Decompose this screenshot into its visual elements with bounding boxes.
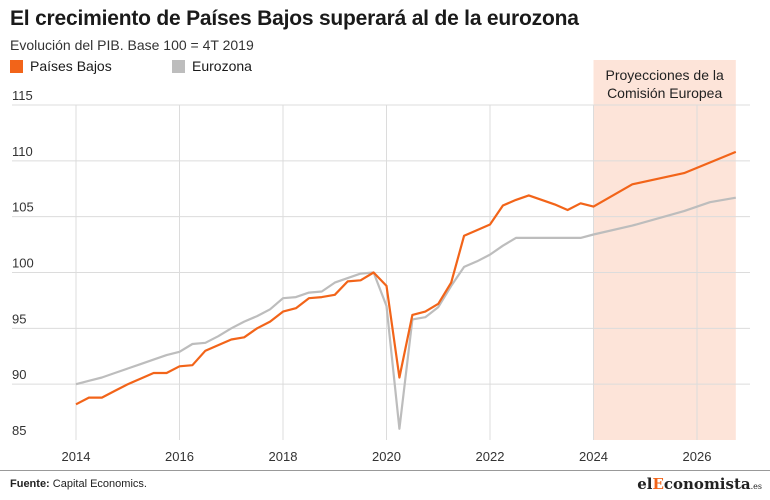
x-tick-label-2016: 2016 <box>165 449 194 464</box>
y-tick-label-110: 110 <box>12 144 33 159</box>
series-line-pa-ses-bajos <box>75 150 737 406</box>
gdp-line-chart: 85 90 95 100 105 110 115 2014 2016 2018 2020 2022 20… <box>12 60 750 464</box>
x-tick-label-2020: 2020 <box>372 449 401 464</box>
chart-subtitle: Evolución del PIB. Base 100 = 4T 2019 <box>10 37 254 53</box>
x-tick-label-2026: 2026 <box>683 449 712 464</box>
legend-label-paises-bajos: Países Bajos <box>30 58 112 74</box>
x-tick-label-2018: 2018 <box>269 449 298 464</box>
brand-suffix: .es <box>750 482 762 491</box>
x-tick-label-2022: 2022 <box>476 449 505 464</box>
legend-item-eurozona: Eurozona <box>172 58 252 74</box>
chart-series <box>75 150 737 430</box>
y-tick-label-100: 100 <box>12 256 34 271</box>
legend-swatch-paises-bajos <box>10 59 23 73</box>
projection-annotation-line2: Comisión Europea <box>607 85 722 101</box>
series-line-eurozona <box>75 196 736 430</box>
y-tick-label-115: 115 <box>12 88 33 103</box>
y-tick-label-85: 85 <box>12 423 26 438</box>
projection-band <box>593 60 736 440</box>
legend-label-eurozona: Eurozona <box>192 58 252 74</box>
chart-grid: 85 90 95 100 105 110 115 2014 2016 2018 2020 2022 20… <box>12 88 750 464</box>
publisher-logo: elEconomista.es <box>637 475 762 493</box>
y-tick-label-105: 105 <box>12 200 34 215</box>
source-text: Capital Economics. <box>52 478 147 490</box>
legend-swatch-eurozona <box>172 59 185 73</box>
legend-item-paises-bajos: Países Bajos <box>10 58 112 74</box>
chart-title: El crecimiento de Países Bajos superará … <box>10 7 579 30</box>
source-label: Fuente: <box>10 478 50 490</box>
x-tick-label-2024: 2024 <box>579 449 608 464</box>
footer-divider <box>0 470 770 471</box>
y-tick-label-95: 95 <box>12 311 26 326</box>
y-tick-label-90: 90 <box>12 367 26 382</box>
x-tick-label-2014: 2014 <box>62 449 91 464</box>
brand-pre: el <box>637 475 653 493</box>
source-note: Fuente: Capital Economics. <box>10 478 147 490</box>
brand-highlight: E <box>652 475 664 493</box>
brand-post: conomista <box>663 475 751 493</box>
projection-annotation-line1: Proyecciones de la <box>606 67 725 83</box>
